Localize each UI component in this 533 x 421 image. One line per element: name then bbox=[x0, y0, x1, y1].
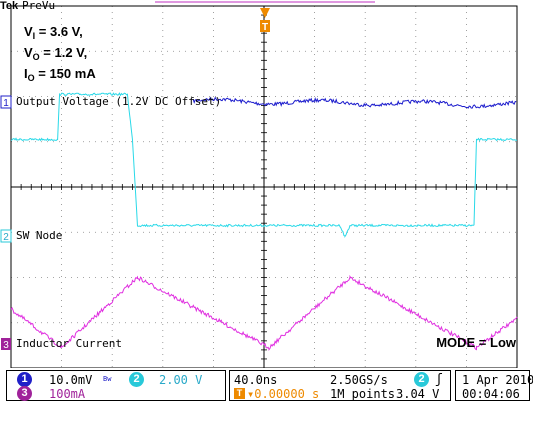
record-length: 1M points bbox=[330, 387, 396, 401]
ch2-badge: 2 bbox=[129, 372, 144, 387]
sample-rate: 2.50GS/s bbox=[330, 373, 388, 387]
ch1-marker-label: 1 bbox=[3, 98, 9, 109]
screen-background bbox=[0, 0, 533, 368]
tek-logo: Tek bbox=[0, 0, 19, 12]
date: 1 Apr 2010 bbox=[462, 373, 533, 387]
ch3-marker-label: 3 bbox=[3, 340, 9, 351]
ch2-marker-label: 2 bbox=[3, 232, 9, 243]
trace-sw-node bbox=[10, 92, 518, 239]
prevu-label: PreVu bbox=[22, 0, 55, 12]
vi-condition: VI = 3.6 V, bbox=[24, 24, 83, 41]
trigger-position-marker[interactable]: T bbox=[260, 8, 270, 33]
series-label-sw-node: SW Node bbox=[16, 229, 62, 242]
trigger-position-icon: T bbox=[234, 388, 245, 399]
horizontal-trigger-panel[interactable]: 40.0ns 2.50GS/s T ▾0.00000 s 1M points 2… bbox=[229, 370, 451, 401]
graticule bbox=[10, 5, 518, 368]
date-time-panel: 1 Apr 2010 00:04:06 bbox=[455, 370, 533, 401]
series-label-inductor-current: Inductor Current bbox=[16, 337, 122, 350]
status-bar: 1 10.0mV Bw 2 2.00 V 3 100mA 40.0ns 2.50… bbox=[0, 368, 533, 421]
graticule-border bbox=[10, 5, 518, 368]
mode-label: MODE = Low bbox=[436, 335, 517, 350]
timebase: 40.0ns bbox=[234, 373, 278, 387]
ch1-scale: 10.0mV bbox=[49, 373, 93, 387]
trace-inductor-current bbox=[10, 274, 518, 351]
io-condition: IO = 150 mA bbox=[24, 66, 96, 83]
trigger-slope-icon: ʃ bbox=[435, 372, 443, 387]
vo-condition: VO = 1.2 V, bbox=[24, 45, 87, 62]
ch3-badge: 3 bbox=[17, 386, 32, 401]
oscilloscope-display: Tek PreVu T VI = 3.6 V, VO = 1.2 V, IO =… bbox=[0, 0, 533, 368]
ch1-badge: 1 bbox=[17, 372, 32, 387]
series-label-output-voltage: Output Voltage (1.2V DC Offset) bbox=[16, 95, 221, 108]
trigger-arrow-icon bbox=[260, 8, 270, 18]
waveform-traces bbox=[10, 92, 518, 351]
ch3-ground-marker[interactable]: 3 bbox=[1, 338, 11, 351]
time: 00:04:06 bbox=[462, 387, 520, 401]
ch2-scale: 2.00 V bbox=[159, 373, 203, 387]
test-conditions: VI = 3.6 V, VO = 1.2 V, IO = 150 mA bbox=[24, 24, 96, 83]
ch1-ground-marker[interactable]: 1 bbox=[0, 95, 12, 109]
trigger-marker-label: T bbox=[262, 22, 268, 33]
ch2-ground-marker[interactable]: 2 bbox=[0, 229, 12, 243]
ch1-bandwidth-icon: Bw bbox=[103, 375, 112, 383]
trigger-level: 3.04 V bbox=[396, 387, 440, 401]
trace-output-voltage bbox=[192, 96, 517, 109]
ch3-scale: 100mA bbox=[49, 387, 86, 401]
vertical-settings-panel[interactable]: 1 10.0mV Bw 2 2.00 V 3 100mA bbox=[6, 370, 226, 401]
trigger-source-badge: 2 bbox=[414, 372, 429, 387]
trigger-position: ▾0.00000 s bbox=[247, 387, 320, 401]
